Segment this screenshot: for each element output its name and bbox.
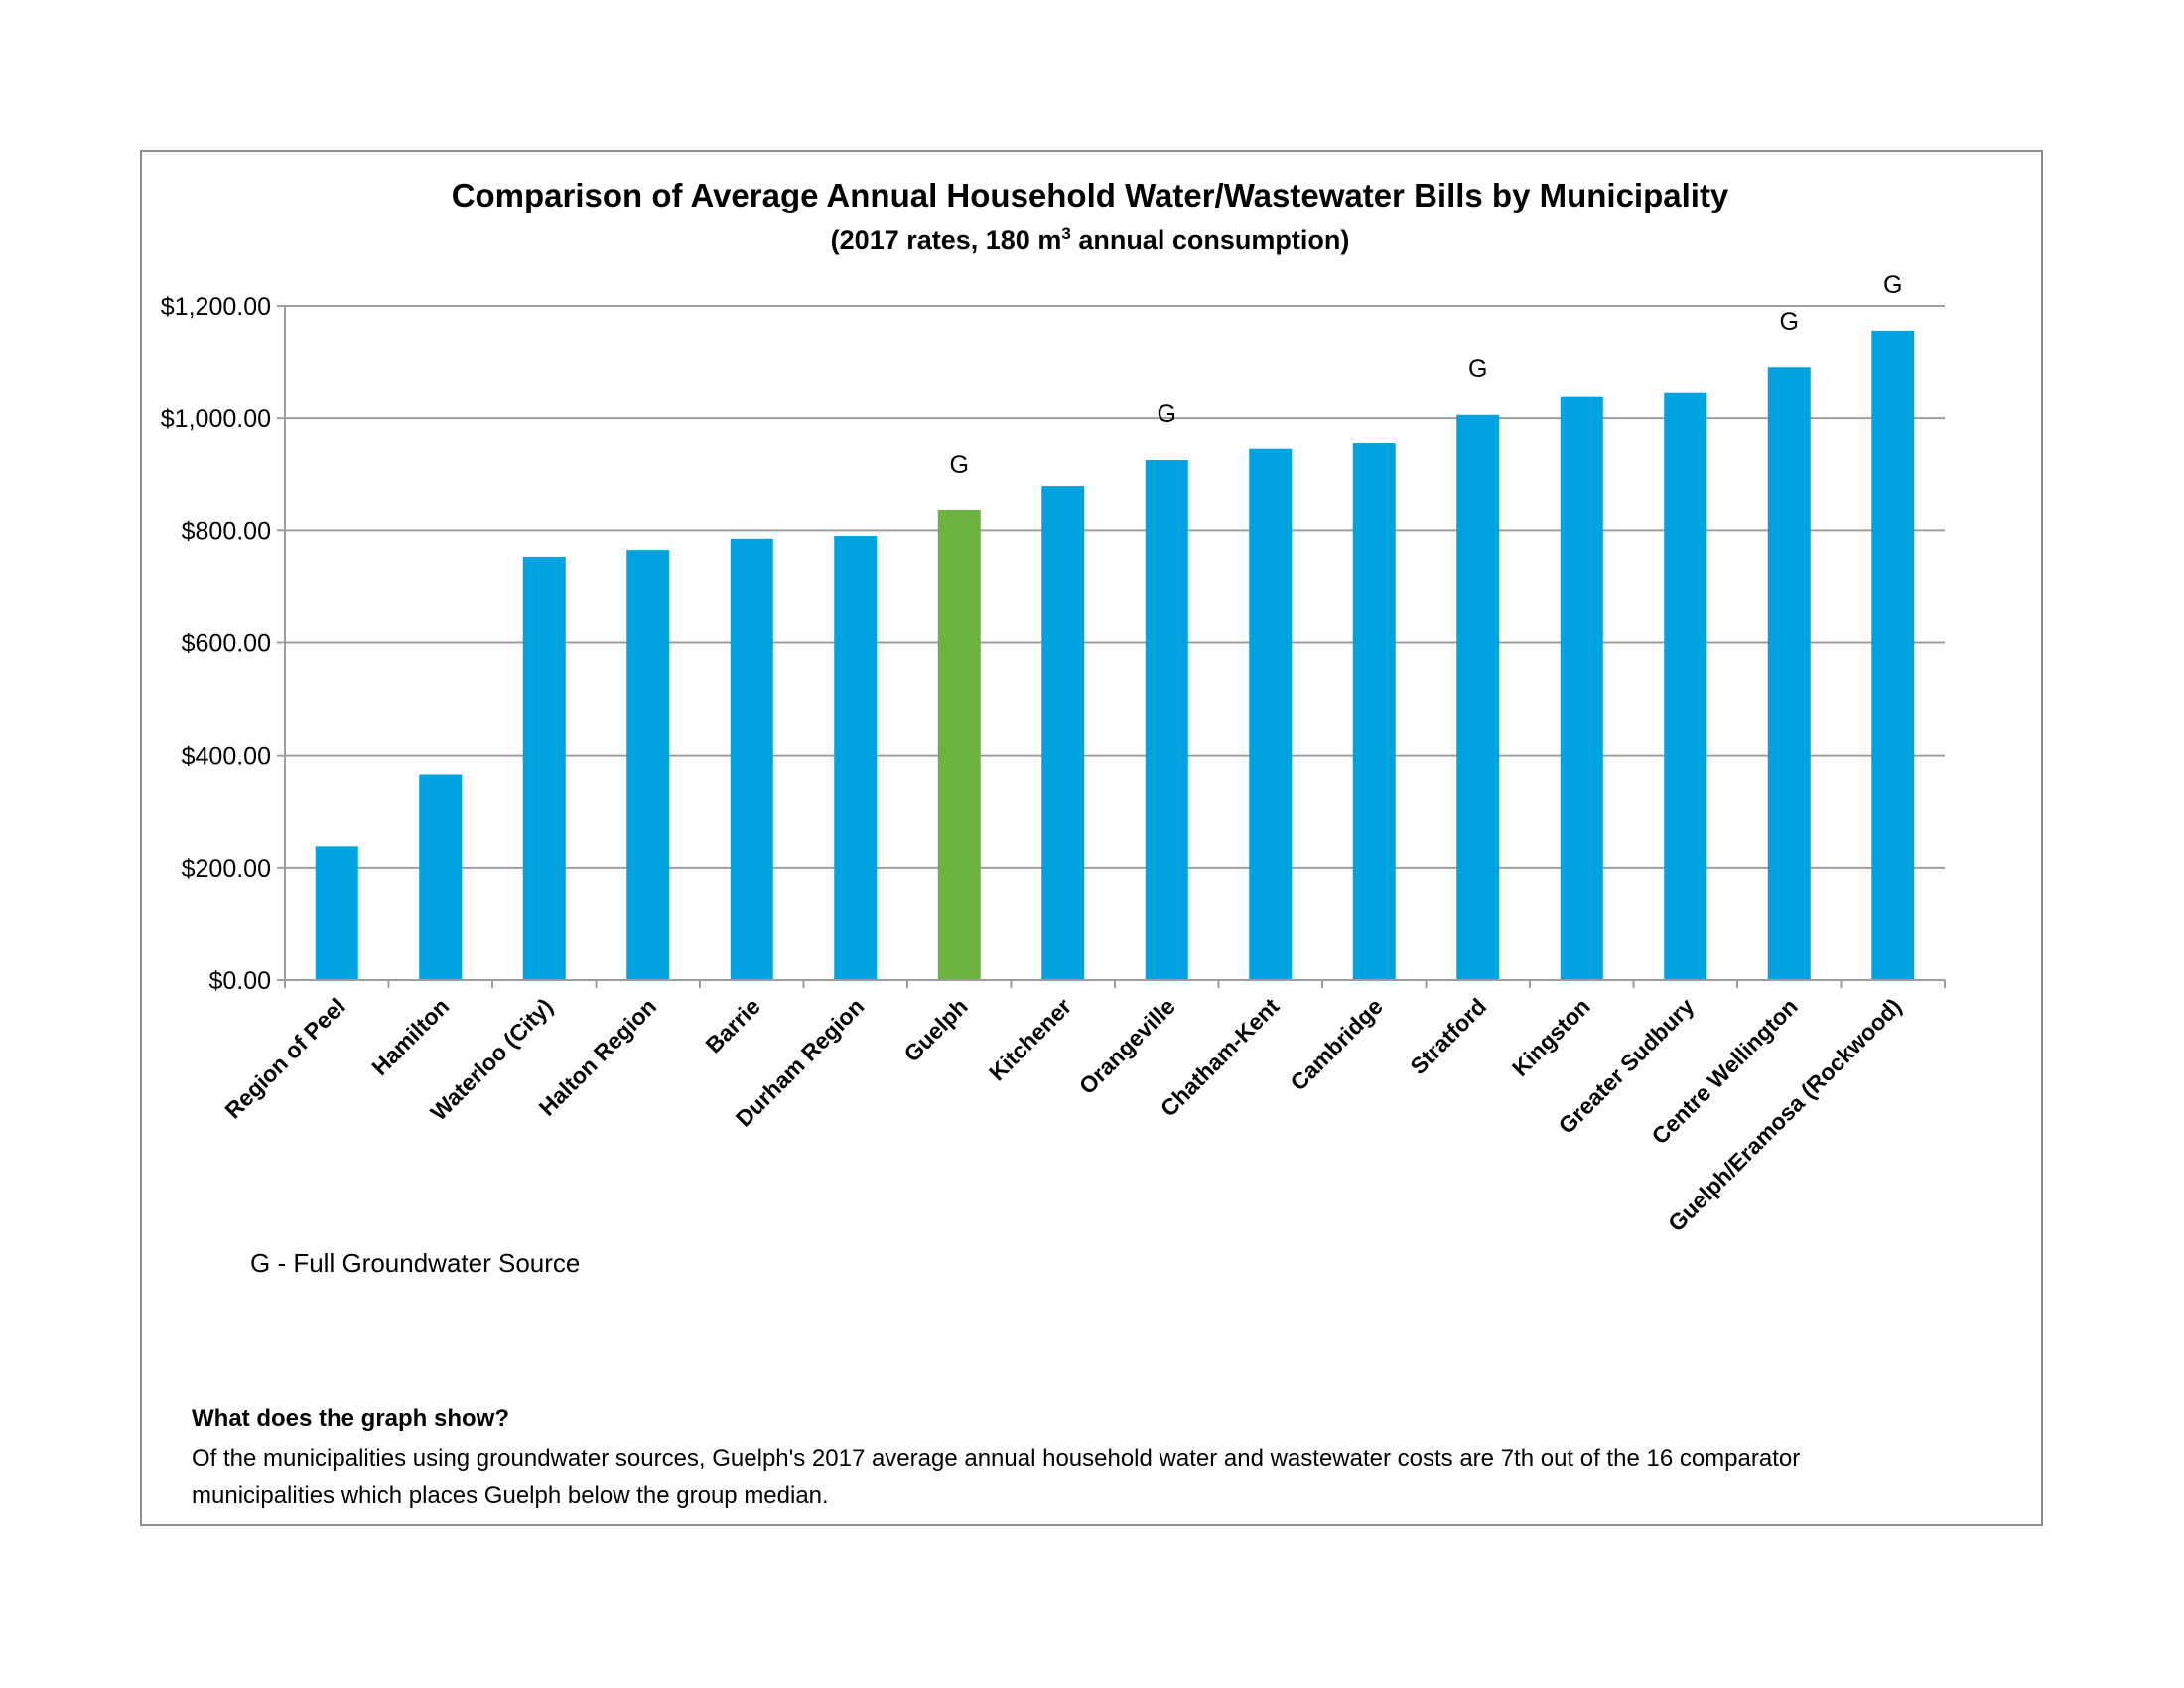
bar <box>834 535 878 980</box>
x-tick-label: Guelph/Eramosa (Rockwood) <box>1663 993 1906 1236</box>
y-tick-label: $800.00 <box>182 517 271 545</box>
legend-note: G - Full Groundwater Source <box>250 1248 581 1278</box>
x-tick-label: Orangeville <box>1074 993 1180 1099</box>
y-tick-label: $1,000.00 <box>161 405 271 433</box>
chart-title: Comparison of Average Annual Household W… <box>452 177 1729 213</box>
x-tick-label: Cambridge <box>1285 993 1387 1095</box>
bar <box>626 550 670 980</box>
x-tick-label: Kingston <box>1507 993 1595 1081</box>
groundwater-markers: G G G G G <box>950 271 1903 479</box>
axes <box>284 306 1945 981</box>
y-tick-label: $600.00 <box>182 631 271 658</box>
x-tick-label: Guelph <box>898 993 972 1066</box>
y-tick-label: $400.00 <box>182 743 271 771</box>
x-tick-label: Region of Peel <box>219 993 349 1123</box>
bar <box>730 538 773 980</box>
x-tick-label: Barrie <box>700 993 764 1057</box>
x-tick-label: Stratford <box>1405 993 1491 1079</box>
x-tick-label: Kitchener <box>984 993 1076 1085</box>
explanation-body: Of the municipalities using groundwater … <box>192 1445 1801 1509</box>
y-tick-label: $1,200.00 <box>161 293 271 321</box>
bar <box>1041 486 1085 980</box>
groundwater-marker: G <box>1883 271 1902 299</box>
bar <box>1145 460 1188 980</box>
groundwater-marker: G <box>1468 355 1487 383</box>
bar <box>315 846 358 980</box>
bar <box>937 509 981 980</box>
chart-subtitle: (2017 rates, 180 m3 annual consumption) <box>831 224 1350 255</box>
bar <box>1352 443 1396 980</box>
bars <box>315 330 1915 980</box>
bar <box>419 774 463 980</box>
bar <box>522 556 566 980</box>
y-axis-ticks: $0.00 $200.00 $400.00 $600.00 $800.00 $1,000.… <box>161 293 285 995</box>
x-tick-label: Hamilton <box>366 993 454 1080</box>
y-tick-label: $0.00 <box>208 967 271 995</box>
groundwater-marker: G <box>1780 308 1799 336</box>
groundwater-marker: G <box>950 451 969 479</box>
bar <box>1560 396 1603 980</box>
chart-frame <box>140 150 2043 1526</box>
explanation-heading: What does the graph show? <box>192 1405 510 1432</box>
bar <box>1767 367 1811 980</box>
bar <box>1249 448 1293 980</box>
groundwater-marker: G <box>1158 400 1176 428</box>
bar <box>1664 392 1707 980</box>
bar <box>1456 414 1500 980</box>
y-tick-label: $200.00 <box>182 855 271 883</box>
bar <box>1871 330 1915 980</box>
